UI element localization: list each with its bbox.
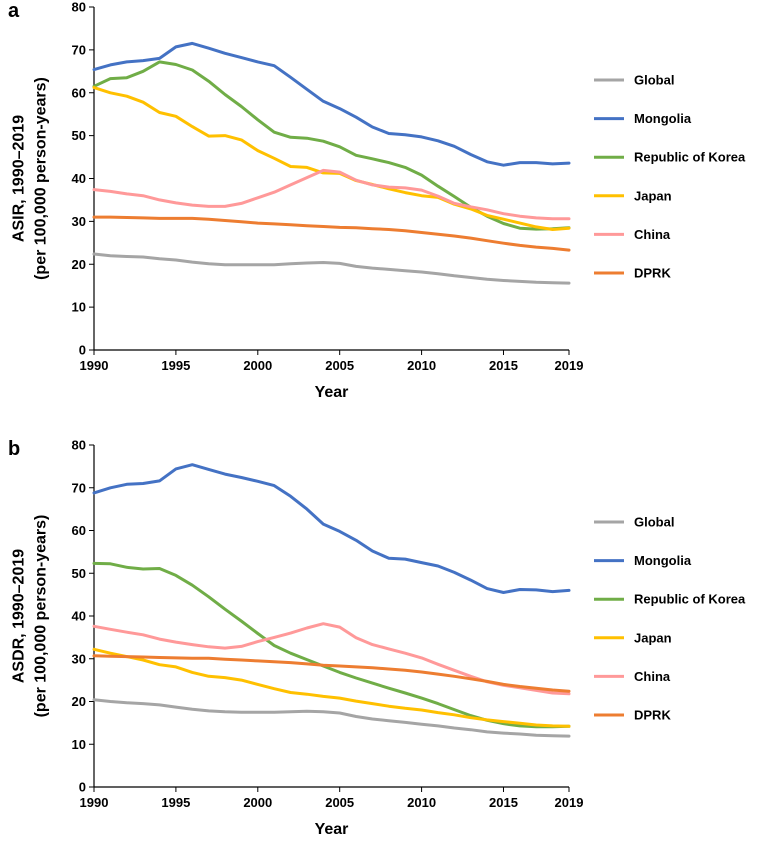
x-tick-label: 2010: [407, 358, 436, 373]
legend-label: Mongolia: [634, 553, 692, 568]
series-line-dprk: [92, 654, 571, 693]
legend-label: Japan: [634, 188, 672, 203]
x-tick-label: 1995: [161, 795, 190, 810]
x-tick-label: 2015: [489, 795, 518, 810]
panel-label: a: [8, 0, 20, 22]
x-tick-label: 2010: [407, 795, 436, 810]
chart-panel-a: a 0 10 20 30 40 50 60 70 80 1990 1995 2000 2005 2010 20…: [8, 0, 746, 401]
x-axis-title: Year: [315, 821, 349, 838]
y-tick-label: 60: [72, 85, 86, 100]
y-tick-label: 80: [72, 438, 86, 453]
legend-label: Mongolia: [634, 111, 692, 126]
y-axis-title-line2: (per 100,000 person-years): [33, 77, 50, 280]
y-tick-label: 80: [72, 0, 86, 15]
series-line-mongolia: [92, 463, 571, 594]
y-tick-label: 30: [72, 651, 86, 666]
x-axis-title: Year: [315, 384, 349, 401]
legend-label: Japan: [634, 630, 672, 645]
x-tick-label: 1995: [161, 358, 190, 373]
y-tick-label: 0: [79, 780, 86, 795]
series-line-republic-of-korea: [92, 561, 571, 729]
y-axis-title-line2: (per 100,000 person-years): [33, 515, 50, 718]
x-tick-label: 1990: [80, 358, 109, 373]
chart-panel-b: b 0 10 20 30 40 50 60 70 80 1990 1995 2000 2005 2010 20…: [8, 438, 746, 839]
panel-label: b: [8, 438, 20, 460]
series-line-japan: [92, 86, 571, 231]
legend-label: China: [634, 227, 671, 242]
y-tick-label: 70: [72, 42, 86, 57]
legend-label: DPRK: [634, 708, 671, 723]
legend: Global Mongolia Republic of Korea Japan Chin…: [594, 515, 746, 723]
series-line-global: [92, 698, 571, 738]
x-tick-label: 2000: [243, 795, 272, 810]
series-line-republic-of-korea: [92, 60, 571, 231]
legend-label: Republic of Korea: [634, 592, 746, 607]
y-tick-label: 50: [72, 128, 86, 143]
series-line-dprk: [92, 215, 571, 252]
y-tick-label: 60: [72, 523, 86, 538]
x-tick-label: 2000: [243, 358, 272, 373]
series-line-mongolia: [92, 41, 571, 167]
y-tick-label: 20: [72, 257, 86, 272]
x-tick-label: 2015: [489, 358, 518, 373]
x-tick-label: 1990: [80, 795, 109, 810]
y-tick-label: 10: [72, 300, 86, 315]
y-tick-label: 70: [72, 480, 86, 495]
y-tick-label: 40: [72, 171, 86, 186]
y-axis-title-line1: ASIR, 1990–2019: [11, 115, 28, 242]
y-tick-label: 10: [72, 737, 86, 752]
y-tick-label: 20: [72, 694, 86, 709]
legend: Global Mongolia Republic of Korea Japan Chin…: [594, 73, 746, 281]
x-tick-label: 2019: [555, 795, 584, 810]
legend-label: Global: [634, 73, 674, 88]
y-tick-label: 40: [72, 609, 86, 624]
y-tick-label: 0: [79, 343, 86, 358]
y-tick-label: 50: [72, 566, 86, 581]
series-line-japan: [92, 647, 571, 728]
y-tick-label: 30: [72, 214, 86, 229]
y-axis-title-line1: ASDR, 1990–2019: [11, 549, 28, 683]
series-line-china: [92, 168, 571, 221]
legend-label: DPRK: [634, 266, 671, 281]
legend-label: Republic of Korea: [634, 150, 746, 165]
x-tick-label: 2005: [325, 795, 354, 810]
legend-label: Global: [634, 515, 674, 530]
x-tick-label: 2019: [555, 358, 584, 373]
legend-label: China: [634, 669, 671, 684]
series-line-global: [92, 252, 571, 285]
x-tick-label: 2005: [325, 358, 354, 373]
